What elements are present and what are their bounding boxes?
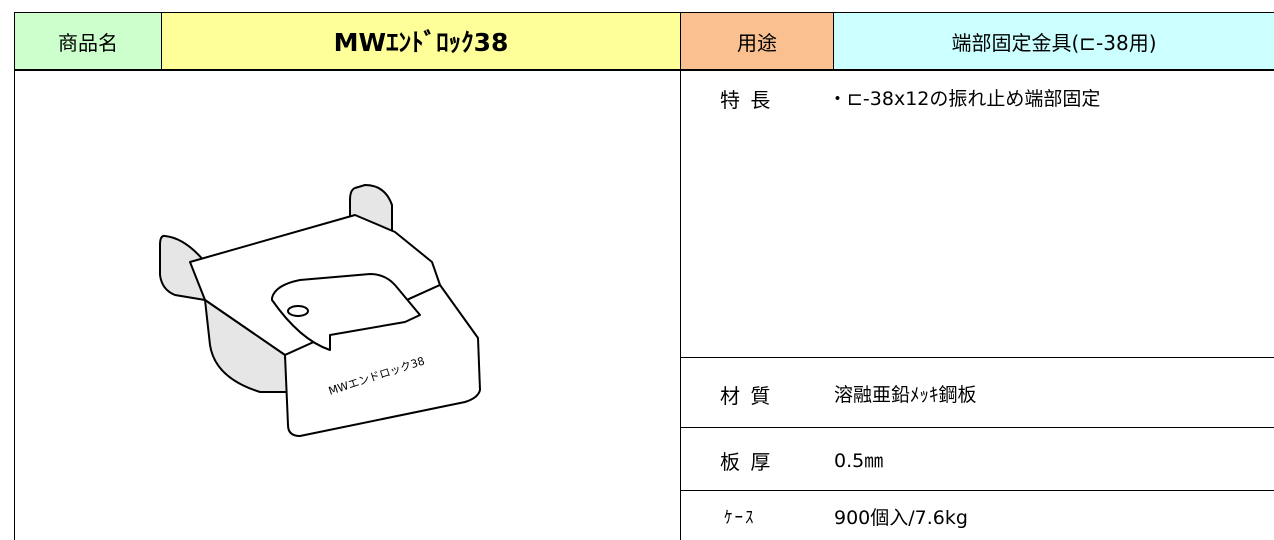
- row-border: [681, 490, 1274, 491]
- row-border: [681, 357, 1274, 358]
- spec-label: ｹｰｽ: [724, 508, 756, 528]
- header-border: [14, 69, 1274, 71]
- spec-value: ・⊏-38x12の振れ止め端部固定: [828, 88, 1101, 110]
- product-label-cell: 商品名: [14, 12, 162, 70]
- product-image: MWエンドロック38: [159, 184, 481, 437]
- use: 端部固定金具(⊏-38用): [951, 30, 1157, 55]
- left-border: [14, 70, 15, 540]
- spec-value: 900個入/7.6kg: [834, 507, 968, 529]
- product-name-cell: MWｴﾝﾄﾞﾛｯｸ38: [161, 12, 681, 70]
- spec-value: 溶融亜鉛ﾒｯｷ鋼板: [834, 384, 977, 406]
- spec-label: 材 質: [720, 384, 773, 408]
- spec-label: 板 厚: [720, 450, 773, 474]
- use-label: 用途: [737, 30, 777, 55]
- use-cell: 端部固定金具(⊏-38用): [833, 12, 1274, 70]
- spec-value: 0.5㎜: [834, 450, 884, 472]
- use-label-cell: 用途: [680, 12, 834, 70]
- product-label: 商品名: [58, 30, 118, 55]
- row-border: [681, 427, 1274, 428]
- middle-border: [680, 70, 681, 540]
- spec-label: 特 長: [720, 88, 773, 112]
- product-name: MWｴﾝﾄﾞﾛｯｸ38: [333, 28, 509, 57]
